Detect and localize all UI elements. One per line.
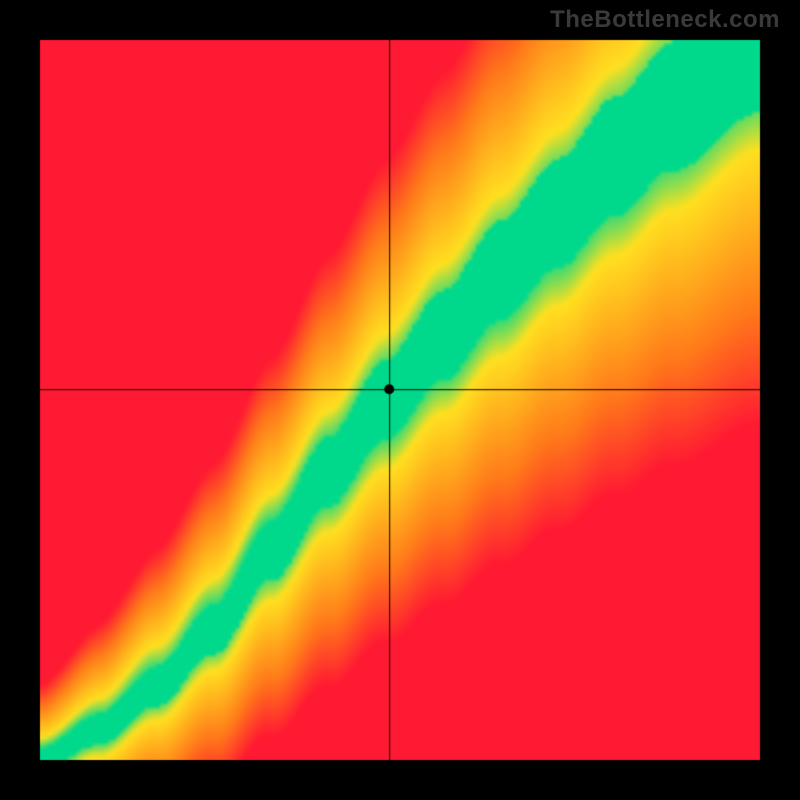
chart-container: TheBottleneck.com <box>0 0 800 800</box>
crosshair-overlay <box>0 0 800 800</box>
watermark-text: TheBottleneck.com <box>550 6 780 34</box>
